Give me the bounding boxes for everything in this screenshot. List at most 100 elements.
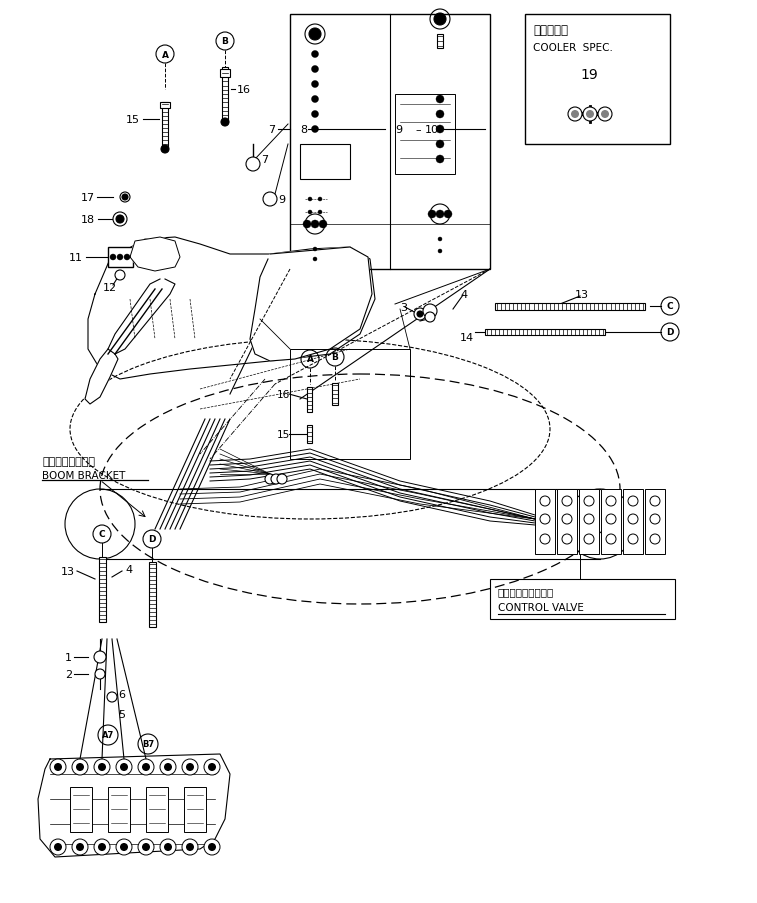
Circle shape	[110, 255, 116, 261]
Circle shape	[186, 763, 194, 771]
Circle shape	[124, 255, 130, 261]
Circle shape	[95, 669, 105, 679]
Circle shape	[311, 51, 319, 59]
Text: 16: 16	[277, 389, 290, 399]
Circle shape	[414, 309, 426, 321]
Text: 9: 9	[278, 195, 285, 205]
Bar	[160, 103, 170, 109]
Circle shape	[311, 81, 319, 88]
Circle shape	[540, 535, 550, 545]
Text: C: C	[98, 530, 105, 539]
Bar	[108, 787, 130, 832]
Bar	[146, 787, 168, 832]
Circle shape	[271, 474, 281, 485]
Text: 14: 14	[460, 332, 474, 342]
Circle shape	[438, 237, 442, 242]
Circle shape	[50, 839, 66, 855]
Circle shape	[311, 111, 319, 118]
Circle shape	[436, 111, 444, 119]
Circle shape	[122, 195, 128, 200]
Circle shape	[584, 535, 594, 545]
Circle shape	[311, 126, 319, 134]
Circle shape	[160, 839, 176, 855]
Circle shape	[428, 210, 436, 219]
Text: B: B	[222, 37, 229, 46]
Circle shape	[319, 220, 327, 228]
Circle shape	[98, 763, 106, 771]
Circle shape	[186, 843, 194, 851]
Circle shape	[423, 304, 437, 319]
Circle shape	[138, 759, 154, 775]
Circle shape	[584, 497, 594, 507]
Circle shape	[311, 220, 319, 228]
Circle shape	[94, 651, 106, 664]
Circle shape	[309, 29, 321, 41]
Bar	[290, 349, 410, 460]
Bar	[579, 489, 599, 554]
Circle shape	[540, 497, 550, 507]
Circle shape	[417, 312, 423, 318]
Circle shape	[120, 843, 128, 851]
Text: A: A	[161, 51, 169, 60]
Circle shape	[583, 107, 597, 122]
Circle shape	[138, 839, 154, 855]
Bar	[300, 144, 350, 180]
Circle shape	[650, 515, 660, 525]
Circle shape	[303, 220, 311, 228]
Circle shape	[161, 146, 169, 154]
Circle shape	[650, 497, 660, 507]
Circle shape	[50, 759, 66, 775]
Circle shape	[94, 759, 110, 775]
Circle shape	[182, 839, 198, 855]
Bar	[222, 68, 228, 123]
Circle shape	[72, 839, 88, 855]
Circle shape	[562, 497, 572, 507]
Circle shape	[606, 497, 616, 507]
Bar	[645, 489, 665, 554]
Bar	[495, 303, 645, 310]
Circle shape	[568, 107, 582, 122]
Circle shape	[444, 210, 452, 219]
Text: 7: 7	[268, 125, 275, 135]
Text: COOLER  SPEC.: COOLER SPEC.	[533, 43, 613, 53]
Circle shape	[204, 759, 220, 775]
Text: 11: 11	[69, 253, 83, 263]
Circle shape	[204, 839, 220, 855]
Circle shape	[540, 515, 550, 525]
Circle shape	[76, 763, 84, 771]
Circle shape	[76, 843, 84, 851]
Bar	[98, 557, 105, 622]
Text: コントロールバルブ: コントロールバルブ	[498, 586, 554, 596]
Text: 9: 9	[395, 125, 402, 135]
Bar	[332, 384, 338, 405]
Bar	[307, 387, 313, 412]
Bar	[148, 562, 155, 627]
Bar	[437, 35, 443, 49]
Circle shape	[436, 126, 444, 134]
Circle shape	[308, 198, 312, 201]
Circle shape	[318, 210, 322, 215]
Circle shape	[120, 763, 128, 771]
Bar	[601, 489, 621, 554]
Text: 13: 13	[61, 566, 75, 576]
Circle shape	[164, 843, 172, 851]
Text: 18: 18	[81, 215, 95, 225]
Text: 19: 19	[580, 68, 598, 82]
Text: クーラ仕様: クーラ仕様	[533, 23, 568, 36]
Circle shape	[116, 216, 124, 224]
Circle shape	[628, 497, 638, 507]
Bar	[220, 70, 230, 78]
Circle shape	[120, 192, 130, 203]
Circle shape	[164, 763, 172, 771]
Text: ブームブラケット: ブームブラケット	[42, 457, 95, 467]
Circle shape	[318, 198, 322, 201]
Circle shape	[628, 535, 638, 545]
Circle shape	[263, 192, 277, 207]
Circle shape	[425, 312, 435, 322]
Polygon shape	[38, 754, 230, 857]
Circle shape	[598, 107, 612, 122]
Text: 5: 5	[118, 709, 125, 719]
Bar	[525, 15, 670, 144]
Circle shape	[438, 250, 442, 254]
Circle shape	[265, 474, 275, 485]
